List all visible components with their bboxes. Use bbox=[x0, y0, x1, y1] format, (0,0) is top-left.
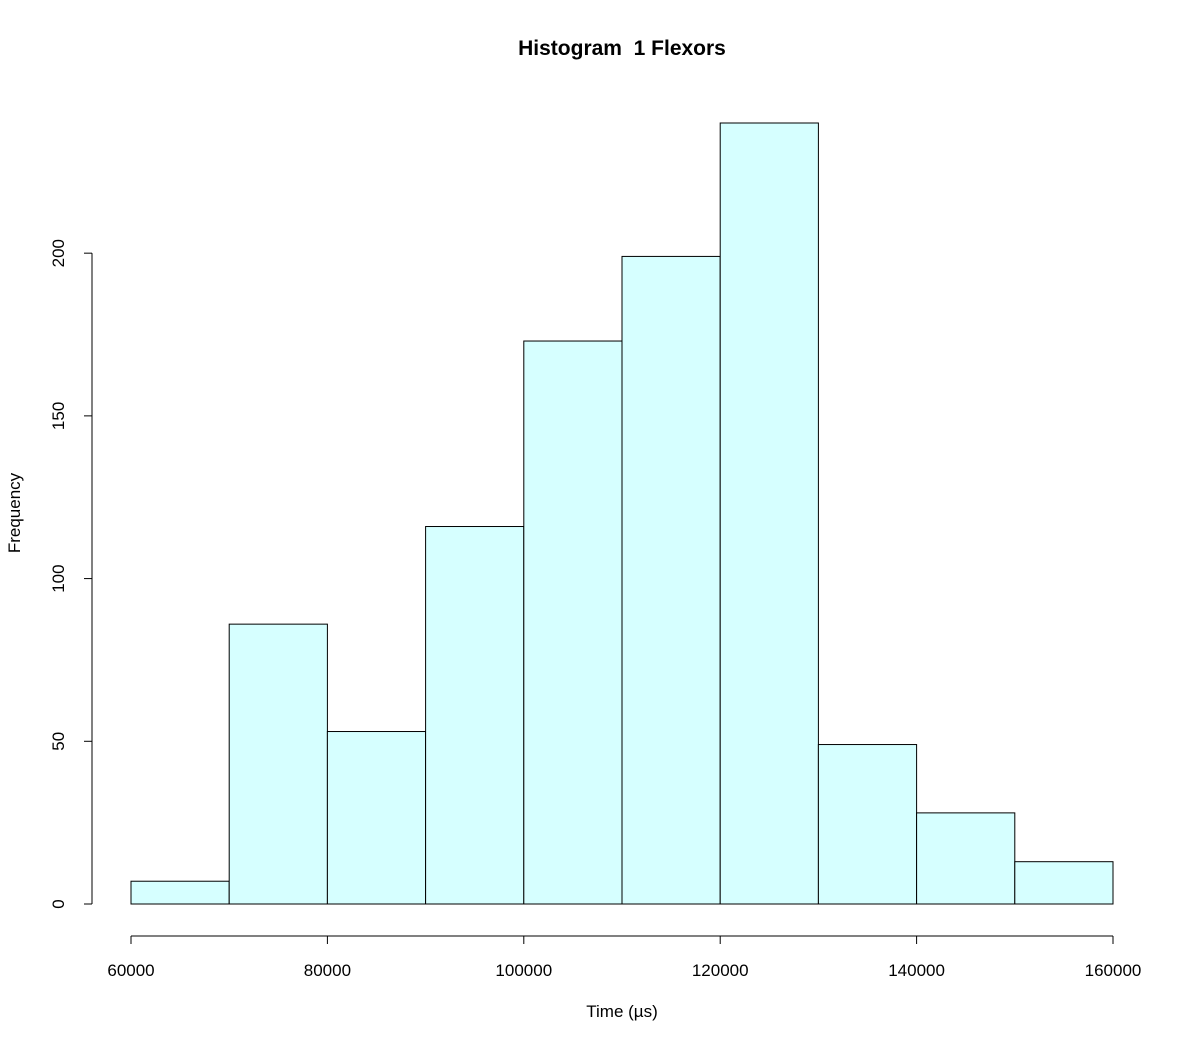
histogram-bar bbox=[523, 340, 623, 905]
histogram-bar bbox=[621, 255, 721, 905]
histogram-bar bbox=[916, 812, 1016, 905]
histogram-bar bbox=[228, 623, 328, 905]
y-tick-label: 200 bbox=[49, 239, 68, 267]
x-axis-label: Time (µs) bbox=[586, 1002, 658, 1021]
x-tick-label: 100000 bbox=[495, 961, 552, 980]
y-tick-label: 0 bbox=[49, 899, 68, 908]
y-tick-label: 100 bbox=[49, 564, 68, 592]
y-tick-label: 50 bbox=[49, 732, 68, 751]
x-tick-label: 80000 bbox=[304, 961, 351, 980]
histogram-bar bbox=[1014, 861, 1114, 905]
x-tick-label: 120000 bbox=[692, 961, 749, 980]
x-tick-label: 140000 bbox=[888, 961, 945, 980]
bars-group bbox=[130, 122, 1114, 905]
histogram-bar bbox=[817, 744, 918, 905]
y-tick-label: 150 bbox=[49, 402, 68, 430]
x-tick-label: 60000 bbox=[107, 961, 154, 980]
chart-title: Histogram 1 Flexors bbox=[518, 37, 726, 60]
histogram-bar bbox=[719, 122, 819, 905]
x-axis: 60000 80000 100000 120000 140000 160000 bbox=[107, 935, 1142, 980]
y-axis-label: Frequency bbox=[5, 472, 24, 553]
histogram-bar bbox=[425, 526, 525, 905]
y-axis: 0 50 100 150 200 bbox=[49, 239, 93, 909]
histogram-bar bbox=[130, 880, 230, 905]
x-tick-label: 160000 bbox=[1085, 961, 1142, 980]
histogram-bar bbox=[326, 731, 427, 905]
